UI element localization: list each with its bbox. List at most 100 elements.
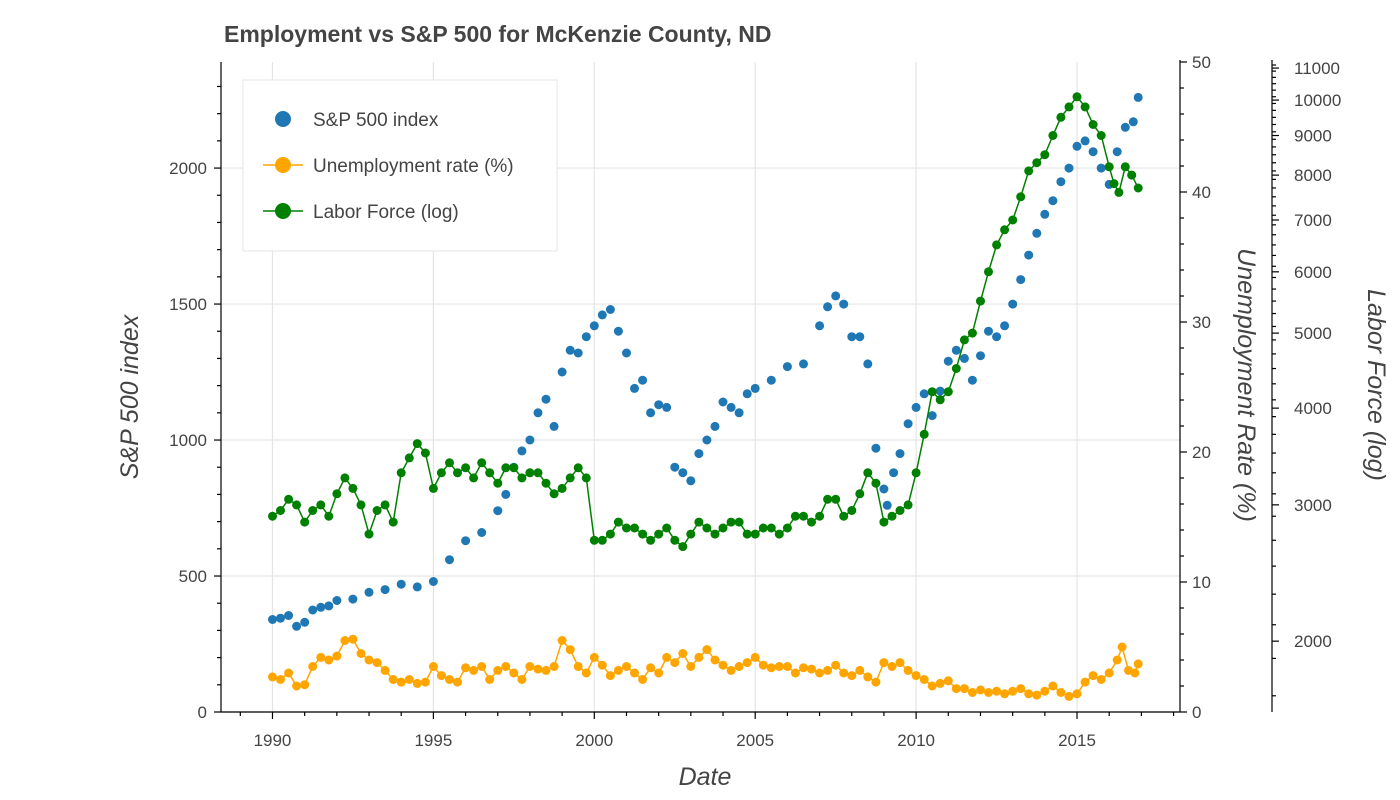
point-unemployment [477, 662, 487, 671]
point-labor-force [533, 468, 543, 478]
point-sp500 [589, 321, 599, 331]
point-labor-force [984, 267, 993, 277]
point-labor-force [847, 506, 857, 515]
x-axis-label: Date [679, 763, 732, 791]
point-unemployment [694, 652, 704, 662]
point-unemployment [380, 665, 390, 675]
point-labor-force [268, 511, 277, 521]
point-labor-force [1133, 183, 1143, 193]
point-labor-force [276, 506, 285, 515]
point-sp500 [638, 375, 648, 385]
point-unemployment [404, 675, 414, 684]
point-sp500 [1016, 275, 1026, 285]
y2-tick-label: 30 [1192, 313, 1211, 332]
point-labor-force [678, 542, 688, 552]
point-sp500 [501, 489, 511, 499]
point-unemployment [927, 681, 937, 691]
point-sp500 [605, 305, 615, 314]
point-labor-force [758, 523, 768, 533]
point-sp500 [1088, 147, 1098, 157]
y3-tick-label: 3000 [1294, 496, 1332, 515]
point-unemployment [589, 652, 599, 662]
point-unemployment [461, 663, 471, 673]
point-sp500 [855, 332, 865, 342]
point-labor-force [766, 523, 776, 533]
point-sp500 [1120, 122, 1130, 132]
point-labor-force [702, 523, 712, 533]
point-unemployment [509, 668, 519, 678]
point-sp500 [742, 389, 752, 399]
point-sp500 [847, 332, 857, 342]
point-sp500 [630, 383, 639, 393]
point-unemployment [565, 645, 575, 655]
point-labor-force [396, 468, 406, 478]
y3-tick-label: 8000 [1294, 166, 1332, 185]
point-labor-force [799, 511, 808, 521]
point-labor-force [879, 517, 889, 527]
point-unemployment [726, 665, 736, 675]
point-sp500 [734, 408, 744, 418]
point-unemployment [1080, 677, 1090, 687]
point-sp500 [911, 402, 921, 412]
point-labor-force [1109, 179, 1119, 189]
point-unemployment [758, 660, 768, 670]
point-labor-force [638, 529, 648, 539]
point-unemployment [485, 675, 495, 684]
point-sp500 [882, 500, 892, 510]
point-unemployment [597, 660, 607, 670]
point-sp500 [702, 435, 712, 445]
point-unemployment [959, 684, 969, 694]
point-labor-force [445, 458, 454, 468]
y2-tick-label: 40 [1192, 183, 1211, 202]
point-unemployment [284, 668, 294, 678]
x-tick-label: 2015 [1058, 731, 1096, 750]
point-unemployment [871, 677, 881, 687]
point-labor-force [284, 494, 294, 504]
point-sp500 [782, 362, 792, 372]
point-sp500 [1072, 141, 1082, 151]
point-unemployment [815, 668, 825, 678]
point-sp500 [493, 506, 503, 516]
point-unemployment [718, 660, 728, 670]
point-labor-force [895, 506, 905, 515]
point-unemployment [388, 675, 398, 684]
point-unemployment [839, 668, 849, 678]
point-labor-force [605, 529, 615, 539]
y2-axis-label: Unemployment Rate (%) [1232, 248, 1260, 522]
point-unemployment [1072, 689, 1082, 699]
x-tick-label: 1990 [254, 731, 292, 750]
point-unemployment [823, 665, 833, 675]
point-labor-force [549, 489, 559, 499]
point-unemployment [420, 677, 430, 687]
point-unemployment [308, 662, 318, 671]
point-unemployment [984, 688, 993, 697]
point-labor-force [356, 500, 366, 510]
point-sp500 [967, 375, 977, 385]
point-sp500 [549, 421, 559, 431]
legend: S&P 500 index Unemployment rate (%) Labo… [242, 79, 558, 252]
point-sp500 [799, 359, 808, 369]
point-labor-force [630, 523, 639, 533]
point-sp500 [597, 310, 607, 320]
point-sp500 [525, 435, 535, 445]
point-sp500 [919, 389, 929, 399]
point-unemployment [678, 649, 688, 658]
point-sp500 [622, 348, 631, 358]
point-unemployment [1048, 681, 1058, 691]
point-labor-force [613, 517, 623, 527]
point-sp500 [976, 351, 985, 361]
point-sp500 [863, 359, 873, 369]
point-sp500 [670, 462, 680, 472]
point-sp500 [461, 536, 471, 546]
point-labor-force [943, 387, 953, 397]
point-unemployment [268, 672, 277, 682]
point-sp500 [1112, 147, 1122, 157]
point-sp500 [686, 476, 696, 486]
point-unemployment [525, 662, 535, 671]
point-sp500 [1024, 250, 1034, 260]
point-labor-force [1008, 215, 1018, 225]
point-sp500 [871, 443, 881, 453]
point-labor-force [1120, 162, 1130, 172]
point-labor-force [1080, 102, 1090, 112]
point-labor-force [774, 529, 784, 539]
